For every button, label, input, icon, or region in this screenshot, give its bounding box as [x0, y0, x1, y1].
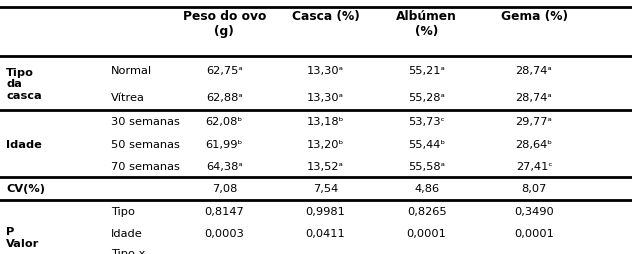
Text: 4,86: 4,86 [414, 184, 439, 194]
Text: 55,44ᵇ: 55,44ᵇ [408, 139, 445, 149]
Text: 50 semanas: 50 semanas [111, 139, 179, 149]
Text: 13,52ᵃ: 13,52ᵃ [307, 161, 344, 171]
Text: 62,08ᵇ: 62,08ᵇ [206, 117, 243, 127]
Text: 30 semanas: 30 semanas [111, 117, 179, 127]
Text: 55,58ᵃ: 55,58ᵃ [408, 161, 445, 171]
Text: 8,07: 8,07 [521, 184, 547, 194]
Text: 70 semanas: 70 semanas [111, 161, 179, 171]
Text: P
Valor: P Valor [6, 226, 40, 248]
Text: 0,0003: 0,0003 [204, 228, 245, 239]
Text: 28,74ᵃ: 28,74ᵃ [516, 92, 552, 102]
Text: 7,54: 7,54 [313, 184, 338, 194]
Text: 13,18ᵇ: 13,18ᵇ [307, 117, 344, 127]
Text: 55,28ᵃ: 55,28ᵃ [408, 92, 445, 102]
Text: 0,0001: 0,0001 [406, 228, 447, 239]
Text: 28,74ᵃ: 28,74ᵃ [516, 66, 552, 75]
Text: Tipo x
Idade: Tipo x Idade [111, 248, 145, 254]
Text: Gema (%): Gema (%) [501, 10, 568, 23]
Text: Tipo
da
casca: Tipo da casca [6, 67, 42, 100]
Text: Idade: Idade [111, 228, 142, 239]
Text: 13,20ᵇ: 13,20ᵇ [307, 139, 344, 149]
Text: Albúmen
(%): Albúmen (%) [396, 10, 457, 38]
Text: 53,73ᶜ: 53,73ᶜ [408, 117, 445, 127]
Text: 0,3490: 0,3490 [514, 206, 554, 216]
Text: Peso do ovo
(g): Peso do ovo (g) [183, 10, 266, 38]
Text: 0,8265: 0,8265 [407, 206, 446, 216]
Text: Normal: Normal [111, 66, 152, 75]
Text: CV(%): CV(%) [6, 184, 46, 194]
Text: Casca (%): Casca (%) [291, 10, 360, 23]
Text: 27,41ᶜ: 27,41ᶜ [516, 161, 552, 171]
Text: 62,88ᵃ: 62,88ᵃ [206, 92, 243, 102]
Text: 13,30ᵃ: 13,30ᵃ [307, 66, 344, 75]
Text: 55,21ᵃ: 55,21ᵃ [408, 66, 445, 75]
Text: 62,75ᵃ: 62,75ᵃ [206, 66, 243, 75]
Text: 0,9981: 0,9981 [305, 206, 346, 216]
Text: Tipo: Tipo [111, 206, 135, 216]
Text: 13,30ᵃ: 13,30ᵃ [307, 92, 344, 102]
Text: 61,99ᵇ: 61,99ᵇ [205, 139, 243, 149]
Text: 29,77ᵃ: 29,77ᵃ [516, 117, 552, 127]
Text: 7,08: 7,08 [212, 184, 237, 194]
Text: 64,38ᵃ: 64,38ᵃ [206, 161, 243, 171]
Text: Vítrea: Vítrea [111, 92, 145, 102]
Text: Idade: Idade [6, 139, 42, 149]
Text: 0,0411: 0,0411 [306, 228, 345, 239]
Text: 28,64ᵇ: 28,64ᵇ [516, 139, 552, 149]
Text: 0,0001: 0,0001 [514, 228, 554, 239]
Text: 0,8147: 0,8147 [205, 206, 244, 216]
